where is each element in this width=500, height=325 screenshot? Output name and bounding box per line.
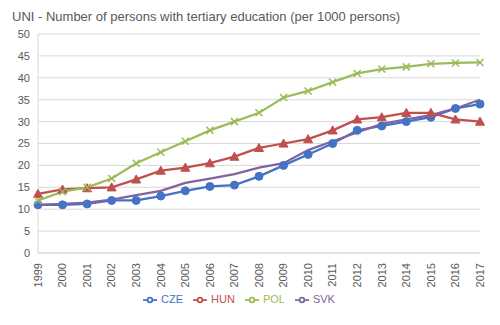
svg-text:30: 30 [18,116,30,128]
svg-text:2014: 2014 [400,263,412,287]
svg-text:2008: 2008 [253,263,265,287]
svg-text:2015: 2015 [425,263,437,287]
svg-text:10: 10 [18,203,30,215]
svg-text:45: 45 [18,50,30,62]
svg-text:2010: 2010 [302,263,314,287]
svg-text:2009: 2009 [277,263,289,287]
svg-text:2002: 2002 [105,263,117,287]
svg-text:25: 25 [18,137,30,149]
html-text:CZE: CZE [161,293,184,305]
html-text:POL: POL [262,293,285,305]
svg-text:2003: 2003 [130,263,142,287]
svg-text:2013: 2013 [376,263,388,287]
svg-text:2006: 2006 [204,263,216,287]
svg-text:2011: 2011 [326,263,338,287]
svg-text:2005: 2005 [179,263,191,287]
svg-text:5: 5 [24,225,30,237]
html-text:HUN: HUN [211,293,235,305]
svg-text:2017: 2017 [474,263,486,287]
svg-text:2012: 2012 [351,263,363,287]
svg-text:20: 20 [18,159,30,171]
svg-text:0: 0 [24,247,30,259]
svg-text:35: 35 [18,94,30,106]
svg-text:2000: 2000 [56,263,68,287]
svg-text:50: 50 [18,28,30,40]
svg-text:15: 15 [18,181,30,193]
svg-text:2016: 2016 [449,263,461,287]
svg-text:2004: 2004 [155,263,167,287]
svg-text:2007: 2007 [228,263,240,287]
svg-text:40: 40 [18,72,30,84]
html-text:UNI - Number of persons with t: UNI - Number of persons with tertiary ed… [12,9,400,24]
svg-text:1999: 1999 [32,263,44,287]
html-text:SVK: SVK [312,293,335,305]
svg-text:2001: 2001 [81,263,93,287]
